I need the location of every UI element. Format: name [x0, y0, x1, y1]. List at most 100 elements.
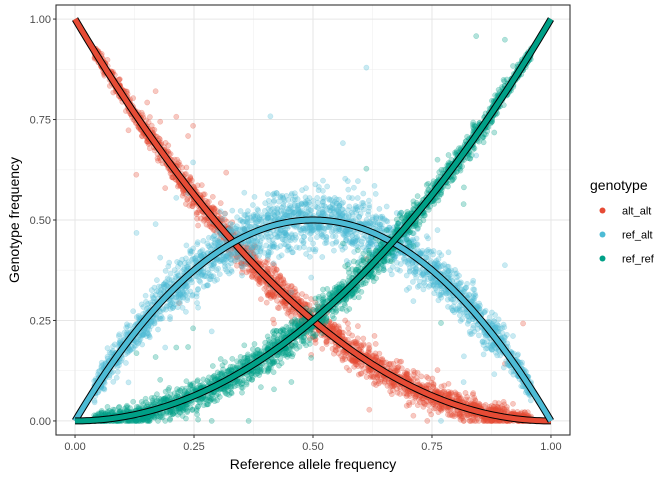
data-point: [312, 248, 318, 255]
data-point: [280, 281, 287, 288]
data-point: [434, 367, 441, 373]
data-point: [510, 408, 516, 415]
data-point: [397, 391, 403, 397]
data-point: [237, 208, 244, 214]
data-point: [353, 361, 359, 368]
data-point: [326, 321, 332, 327]
data-point: [300, 238, 307, 245]
data-point: [232, 231, 238, 238]
data-point: [366, 349, 373, 356]
data-point: [438, 383, 445, 390]
data-point: [332, 346, 339, 353]
data-point: [244, 224, 250, 231]
data-point: [358, 204, 365, 211]
data-point: [258, 296, 264, 303]
data-point: [233, 225, 240, 232]
data-point: [291, 196, 298, 203]
data-point: [271, 197, 277, 204]
data-point: [179, 164, 185, 171]
data-point: [335, 350, 342, 357]
data-point: [371, 333, 378, 339]
data-point: [521, 409, 528, 416]
data-point: [314, 234, 320, 241]
data-point: [372, 350, 379, 357]
data-point: [155, 326, 161, 333]
data-point: [403, 390, 410, 397]
data-point: [287, 202, 293, 209]
data-point: [253, 275, 259, 281]
data-point: [146, 334, 153, 341]
data-point: [335, 207, 342, 214]
data-point: [421, 279, 427, 286]
data-point: [363, 374, 370, 380]
data-point: [331, 350, 337, 357]
data-point: [251, 194, 258, 200]
data-point: [481, 417, 487, 423]
data-point: [436, 403, 443, 410]
data-point: [434, 227, 441, 233]
data-point: [412, 271, 418, 277]
data-point: [133, 171, 140, 178]
data-point: [354, 195, 361, 201]
data-point: [302, 200, 309, 207]
data-point: [203, 282, 210, 289]
data-point: [326, 196, 333, 203]
data-point: [346, 194, 352, 201]
data-point: [285, 243, 292, 249]
data-point: [440, 388, 447, 395]
data-point: [320, 177, 326, 184]
data-point: [410, 298, 417, 304]
data-point: [176, 159, 182, 166]
data-point: [344, 320, 351, 327]
data-point: [424, 382, 430, 389]
data-point: [451, 299, 458, 306]
data-point: [468, 418, 475, 424]
data-point: [169, 305, 176, 311]
data-point: [229, 207, 236, 214]
data-point: [473, 418, 479, 424]
data-point: [373, 382, 379, 388]
data-point: [257, 258, 263, 265]
data-point: [264, 254, 271, 260]
data-point: [144, 99, 151, 106]
data-point: [194, 239, 201, 246]
data-point: [340, 140, 346, 146]
data-point: [174, 183, 181, 190]
data-point: [415, 396, 422, 403]
data-point: [147, 114, 153, 120]
data-point: [366, 197, 372, 204]
data-point: [372, 341, 379, 347]
data-point: [227, 221, 234, 227]
data-point: [470, 325, 476, 331]
data-point: [527, 397, 534, 404]
data-point: [441, 382, 448, 389]
data-point: [189, 200, 196, 207]
data-point: [287, 308, 294, 315]
data-point: [171, 267, 178, 273]
data-point: [323, 339, 330, 345]
data-point: [270, 316, 276, 323]
data-point: [333, 324, 340, 330]
data-point: [469, 280, 476, 286]
data-point: [211, 227, 218, 233]
data-point: [249, 247, 256, 253]
data-point: [380, 375, 387, 381]
data-point: [444, 407, 451, 414]
data-point: [115, 333, 122, 339]
data-point: [104, 345, 111, 351]
data-point: [249, 245, 255, 252]
data-point: [278, 277, 284, 284]
data-point: [461, 353, 467, 360]
data-point: [351, 184, 357, 191]
data-point: [500, 364, 507, 371]
data-point: [389, 387, 396, 394]
data-point: [145, 119, 152, 126]
data-point: [471, 286, 478, 293]
data-point: [389, 383, 396, 390]
data-point: [450, 407, 457, 414]
data-point: [456, 412, 463, 418]
data-point: [245, 208, 251, 214]
data-point: [403, 287, 410, 293]
data-point: [176, 300, 182, 306]
